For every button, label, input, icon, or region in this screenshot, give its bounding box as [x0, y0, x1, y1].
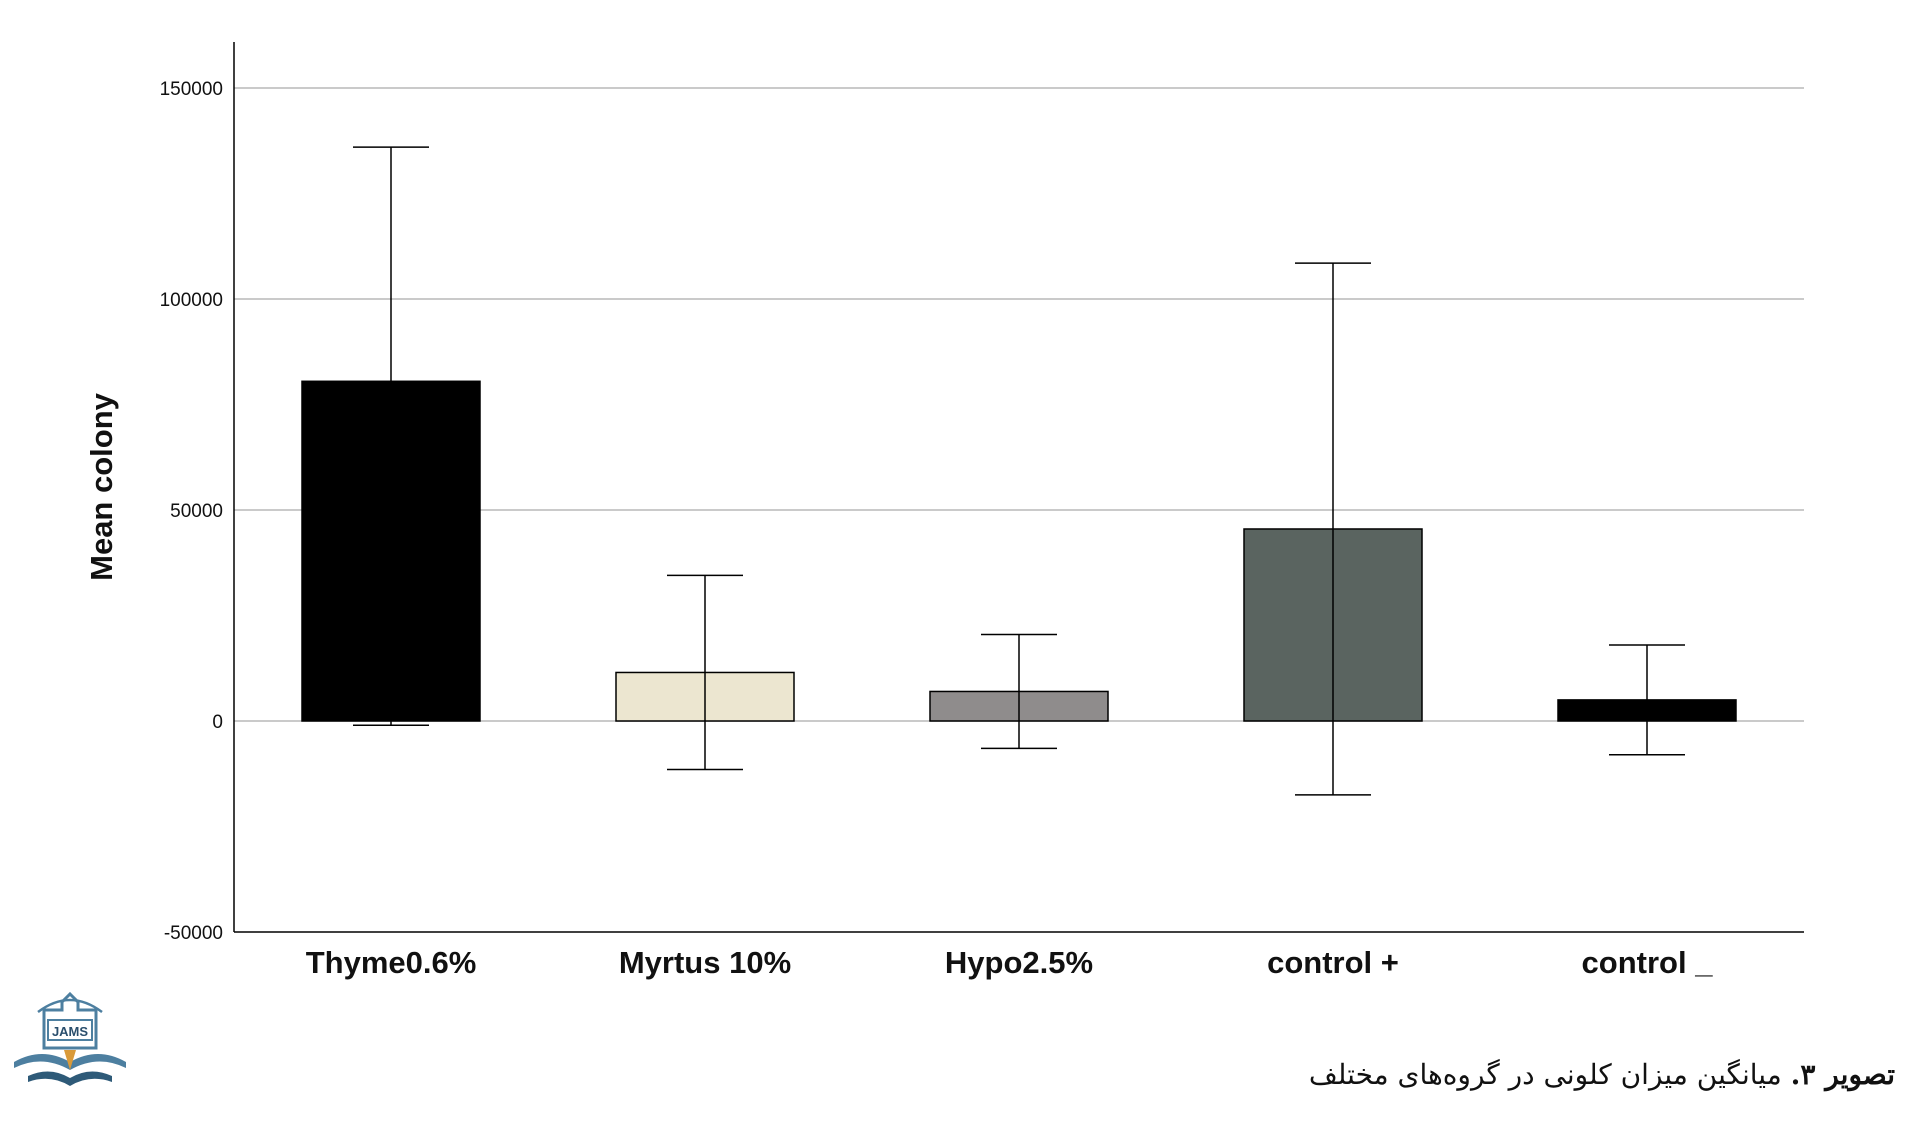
error-bar — [981, 633, 1057, 750]
y-tick-label: -50000 — [164, 923, 223, 944]
bar-chart: -50000 0 50000 100000 150000 Thyme0.6% Myrtus… — [84, 42, 1804, 980]
error-bars — [353, 146, 1685, 796]
logo-text: JAMS — [52, 1024, 88, 1039]
y-tick-label: 50000 — [170, 501, 223, 522]
error-bar — [1295, 262, 1371, 796]
caption-text: میانگین میزان کلونی در گروه‌های مختلف — [1308, 1058, 1782, 1091]
jams-journal-logo-icon: JAMS — [14, 991, 126, 1086]
y-axis-label: Mean colony — [84, 392, 119, 581]
error-bar — [353, 146, 429, 726]
y-tick-labels: -50000 0 50000 100000 150000 — [160, 79, 223, 944]
category-label: Thyme0.6% — [306, 945, 477, 980]
jams-logo: JAMS — [8, 990, 133, 1090]
category-labels: Thyme0.6% Myrtus 10% Hypo2.5% control + cont… — [306, 945, 1713, 980]
y-tick-label: 150000 — [160, 79, 223, 100]
axes — [233, 42, 1804, 933]
category-label: Hypo2.5% — [945, 945, 1093, 980]
figure-caption: تصویر ۳. میانگین میزان کلونی در گروه‌های… — [1309, 1058, 1895, 1091]
y-tick-label: 0 — [212, 712, 223, 733]
caption-label: تصویر ۳. — [1790, 1058, 1895, 1091]
error-bar — [667, 574, 743, 771]
category-label: control + — [1267, 945, 1399, 980]
category-label: control _ — [1582, 945, 1714, 980]
category-label: Myrtus 10% — [619, 945, 791, 980]
error-bar — [1609, 644, 1685, 756]
y-tick-label: 100000 — [160, 290, 223, 311]
